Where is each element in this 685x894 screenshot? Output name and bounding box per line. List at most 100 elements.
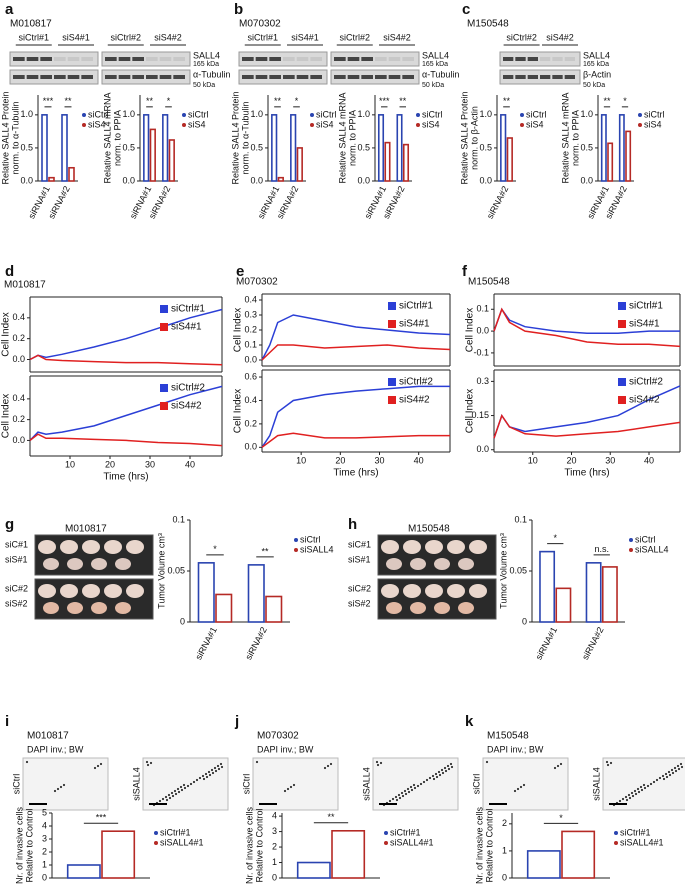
- lane-label: siCtrl#2: [506, 32, 537, 42]
- blot-band: [283, 57, 295, 61]
- blot-band: [334, 57, 346, 61]
- legend-label: siS4#2: [629, 395, 660, 406]
- x-tick-label: 30: [605, 455, 615, 465]
- cell-dot: [283, 789, 287, 793]
- blot-band: [105, 57, 117, 61]
- cell-dot: [634, 792, 638, 796]
- legend-marker: [638, 113, 642, 117]
- panel-letter: a: [5, 1, 14, 18]
- x-tick-label: 20: [105, 459, 115, 469]
- chart-title: M150548: [468, 277, 510, 288]
- cell-dot: [485, 760, 489, 764]
- x-tick-label: siRNA#2: [580, 625, 606, 661]
- cell-dot: [655, 778, 659, 782]
- blot-band: [132, 57, 144, 61]
- x-tick-label: siRNA#2: [243, 625, 269, 661]
- tumor: [115, 558, 131, 570]
- cell-dot: [658, 776, 662, 780]
- y-axis-label: Relative to Control: [24, 808, 34, 882]
- x-tick-label: 10: [296, 455, 306, 465]
- y-axis-label: norm. to PPIA: [347, 110, 357, 166]
- cell-dot: [606, 763, 610, 767]
- blot-band: [552, 57, 563, 61]
- legend-label: siS4#1: [171, 322, 202, 333]
- image-label: siC#1: [5, 539, 28, 549]
- tumor: [126, 540, 144, 554]
- bar: [277, 176, 284, 182]
- legend-label: siSALL4#1: [390, 837, 434, 847]
- cell-dot: [217, 767, 221, 771]
- cell-dot: [96, 764, 100, 768]
- blot-band: [552, 75, 563, 79]
- tumor: [60, 540, 78, 554]
- legend-label: siSALL4: [300, 544, 334, 554]
- cell-dot: [195, 778, 199, 782]
- legend-marker: [182, 123, 186, 127]
- y-axis-label: Cell Index: [1, 394, 12, 438]
- tumor: [43, 558, 59, 570]
- legend-label: siS4#2: [399, 395, 430, 406]
- panel-title: M150548: [487, 731, 529, 742]
- tumor: [91, 602, 107, 614]
- cell-dot: [625, 798, 629, 802]
- band-label: 165 kDa: [193, 61, 219, 68]
- y-tick-label: 1.0: [580, 109, 593, 119]
- blot-band: [40, 75, 52, 79]
- legend-marker: [160, 402, 168, 410]
- blot-band: [105, 75, 117, 79]
- y-axis-label: Nr. of invasive cells: [244, 806, 254, 884]
- cell-dot: [631, 794, 635, 798]
- blot-band: [146, 75, 158, 79]
- cell-dot: [447, 767, 451, 771]
- tumor: [469, 584, 487, 598]
- cell-dot: [25, 760, 29, 764]
- blot-band: [118, 57, 131, 61]
- image-label: siCtrl: [471, 774, 481, 795]
- blot-band: [40, 57, 52, 61]
- legend-label: siS4: [644, 119, 662, 129]
- blot-band: [361, 57, 373, 61]
- bar: [402, 143, 410, 182]
- y-axis-label: Cell Index: [465, 389, 476, 433]
- cell-dot: [220, 765, 224, 769]
- bar: [41, 114, 48, 182]
- bar: [618, 114, 625, 182]
- image-label: siSALL4: [131, 767, 141, 801]
- blot-band: [13, 57, 25, 61]
- legend-marker: [614, 841, 618, 845]
- micrograph: [372, 757, 459, 811]
- blot-band: [503, 75, 514, 79]
- tumor: [381, 584, 399, 598]
- legend-marker: [614, 831, 618, 835]
- y-tick-label: 0.2: [12, 333, 25, 343]
- image-label: siC#2: [5, 583, 28, 593]
- cell-dot: [183, 786, 187, 790]
- legend-marker: [310, 123, 314, 127]
- cell-dot: [646, 784, 650, 788]
- blot-band: [159, 57, 172, 61]
- y-axis-label: norm. to β-Actin: [469, 106, 479, 170]
- y-axis-label: Cell Index: [1, 312, 12, 356]
- y-tick-label: 0.3: [244, 309, 257, 319]
- cell-dot: [674, 769, 678, 773]
- blot-band: [173, 57, 185, 61]
- y-tick-label: 0.0: [476, 444, 489, 454]
- legend-label: siCtrl: [526, 109, 547, 119]
- bar: [539, 550, 556, 623]
- panel-title: M150548: [467, 19, 509, 30]
- cell-dot: [201, 774, 205, 778]
- cell-dot: [323, 766, 327, 770]
- legend-label: siSALL4: [635, 544, 669, 554]
- significance-label: ***: [43, 96, 54, 106]
- panel-letter: c: [462, 1, 470, 18]
- y-tick-label: 0.2: [244, 324, 257, 334]
- y-tick-label: 0: [502, 872, 507, 882]
- y-tick-label: 3: [272, 826, 277, 836]
- legend-marker: [388, 320, 396, 328]
- cell-dot: [205, 775, 209, 779]
- blot-band: [242, 75, 254, 79]
- cell-dot: [605, 760, 609, 764]
- y-tick-label: 0.0: [479, 175, 492, 185]
- blot-band: [26, 57, 39, 61]
- legend-label: siS4#2: [171, 401, 202, 412]
